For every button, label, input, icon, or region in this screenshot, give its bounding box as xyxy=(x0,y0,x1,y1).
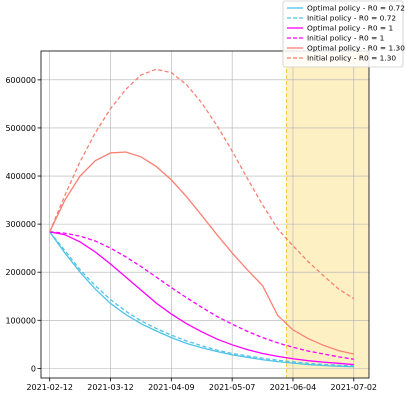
legend-label: Optimal policy - R0 = 1.30 xyxy=(307,44,405,53)
plot-frame xyxy=(40,50,370,379)
series-lines xyxy=(49,68,355,368)
x-axis-ticks: 2021-02-12 2021-03-12 2021-04-09 2021-05-07… xyxy=(26,378,377,392)
legend-label: Optimal policy - R0 = 1 xyxy=(307,24,393,33)
legend-label: Initial policy - R0 = 0.72 xyxy=(307,14,396,23)
x-tick-label: 2021-04-09 xyxy=(148,383,195,392)
y-tick-label: 100000 xyxy=(5,316,36,325)
x-tick-label: 2021-03-12 xyxy=(87,383,134,392)
x-tick-label: 2021-05-07 xyxy=(209,383,256,392)
series-line-3 xyxy=(49,231,354,366)
y-tick-label: 600000 xyxy=(5,76,36,85)
x-tick-label: 2021-06-04 xyxy=(270,383,317,392)
x-tick-label: 2021-07-02 xyxy=(331,383,378,392)
grid xyxy=(41,51,369,378)
legend-box xyxy=(282,0,404,68)
series-line-5 xyxy=(49,151,354,355)
legend-label: Initial policy - R0 = 1 xyxy=(307,34,385,43)
y-axis-ticks: 0 100000 200000 300000 400000 500000 600000 xyxy=(5,76,41,373)
series-line-6 xyxy=(49,68,355,300)
series-line-1 xyxy=(49,231,354,368)
y-tick-label: 0 xyxy=(31,364,36,373)
highlight-region xyxy=(285,51,369,378)
legend-label: Optimal policy - R0 = 0.72 xyxy=(307,4,405,13)
series-line-4 xyxy=(49,231,354,360)
y-tick-label: 300000 xyxy=(5,220,36,229)
legend-label: Initial policy - R0 = 1.30 xyxy=(307,54,396,63)
y-tick-label: 500000 xyxy=(5,124,36,133)
y-tick-label: 400000 xyxy=(5,172,36,181)
y-tick-label: 200000 xyxy=(5,268,36,277)
highlight-band xyxy=(286,51,369,378)
x-tick-label: 2021-02-12 xyxy=(26,383,73,392)
